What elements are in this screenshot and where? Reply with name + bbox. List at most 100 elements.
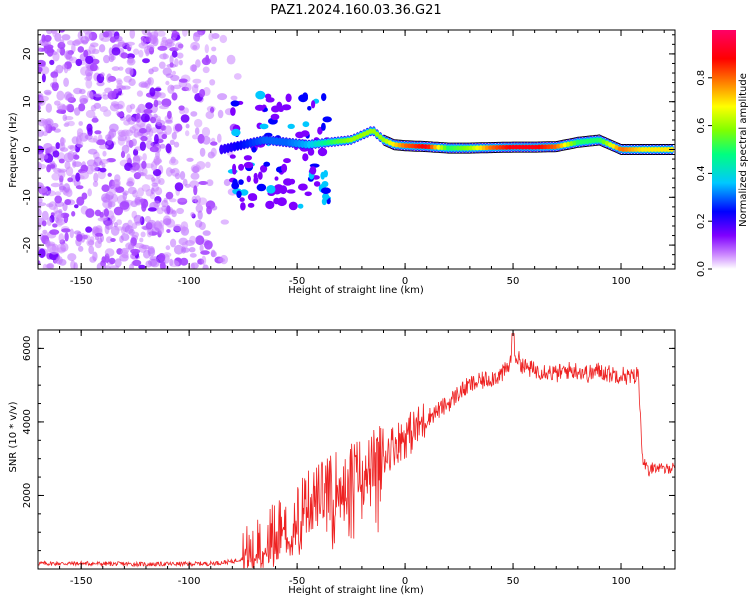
noise-blob bbox=[153, 113, 158, 119]
noise-blob bbox=[108, 53, 115, 63]
ridge-segment bbox=[368, 128, 373, 134]
noise-blob bbox=[56, 214, 64, 223]
noise-blob bbox=[125, 114, 132, 122]
noise-blob bbox=[78, 245, 84, 252]
noise-blob bbox=[300, 130, 310, 137]
noise-blob bbox=[223, 178, 231, 187]
noise-blob bbox=[92, 181, 99, 187]
noise-blob bbox=[109, 186, 117, 196]
noise-blob bbox=[189, 64, 198, 72]
noise-blob bbox=[200, 250, 210, 255]
ridge-segment bbox=[585, 138, 590, 144]
noise-blob bbox=[146, 228, 153, 238]
noise-blob bbox=[127, 186, 137, 195]
noise-blob bbox=[75, 58, 83, 67]
ridge-segment bbox=[242, 142, 247, 147]
noise-blob bbox=[54, 191, 62, 196]
colorbar-tick-label: 0.4 bbox=[696, 165, 707, 181]
ridge-segment bbox=[436, 144, 441, 150]
ridge-segment bbox=[410, 143, 415, 149]
noise-blob bbox=[147, 207, 157, 212]
noise-blob bbox=[320, 171, 326, 180]
ridge-segment bbox=[565, 141, 571, 147]
noise-blob bbox=[104, 87, 113, 94]
ridge-segment bbox=[280, 139, 286, 145]
noise-blob bbox=[173, 244, 184, 255]
noise-blob bbox=[189, 235, 197, 244]
noise-blob bbox=[39, 233, 44, 241]
noise-blob bbox=[185, 123, 190, 129]
noise-blob bbox=[113, 35, 123, 42]
snr-xlabel: Height of straight line (km) bbox=[288, 585, 424, 596]
ridge-segment bbox=[591, 138, 597, 143]
noise-blob bbox=[254, 104, 265, 111]
noise-blob bbox=[180, 221, 189, 232]
y-tick-label: 0 bbox=[22, 146, 33, 152]
noise-blob bbox=[58, 233, 65, 243]
ridge-segment bbox=[650, 147, 655, 152]
y-tick-label: 10 bbox=[22, 95, 33, 108]
noise-blob bbox=[98, 144, 109, 150]
snr-x-ticks: -150 -100 -50 0 50 100 bbox=[37, 330, 665, 587]
noise-blob bbox=[289, 178, 296, 185]
noise-blob bbox=[56, 90, 65, 101]
noise-blob bbox=[210, 251, 217, 258]
ridge-segment bbox=[293, 140, 299, 146]
noise-blob bbox=[67, 40, 74, 46]
spectrogram-noise-blobs bbox=[38, 30, 332, 269]
chart-title: PAZ1.2024.160.03.36.G21 bbox=[270, 3, 441, 18]
noise-blob bbox=[140, 135, 148, 142]
noise-blob bbox=[106, 73, 112, 83]
noise-blob bbox=[46, 30, 53, 35]
noise-blob bbox=[59, 137, 66, 145]
ridge-segment bbox=[627, 147, 632, 152]
noise-blob bbox=[195, 59, 201, 68]
ridge-segment bbox=[543, 144, 548, 150]
ridge-segment bbox=[342, 138, 347, 144]
noise-blob bbox=[41, 210, 49, 221]
noise-blob bbox=[86, 239, 95, 247]
noise-blob bbox=[97, 217, 107, 222]
noise-blob bbox=[138, 49, 144, 58]
noise-blob bbox=[165, 143, 172, 154]
noise-blob bbox=[76, 234, 83, 242]
noise-blob bbox=[63, 183, 71, 193]
ridge-segment bbox=[271, 138, 276, 144]
noise-blob bbox=[94, 240, 102, 249]
noise-blob bbox=[38, 129, 44, 137]
noise-blob bbox=[149, 146, 159, 153]
y-tick-label: 4000 bbox=[22, 409, 33, 434]
y-tick-label: 20 bbox=[22, 48, 33, 61]
noise-blob bbox=[83, 49, 89, 58]
noise-blob bbox=[105, 220, 113, 230]
noise-blob bbox=[92, 135, 98, 143]
ridge-segment bbox=[306, 142, 312, 148]
noise-blob bbox=[204, 240, 213, 250]
noise-blob bbox=[141, 202, 147, 212]
noise-blob bbox=[129, 103, 136, 110]
noise-blob bbox=[59, 30, 65, 33]
noise-blob bbox=[74, 204, 79, 209]
noise-blob bbox=[286, 189, 296, 194]
noise-blob bbox=[84, 134, 93, 140]
noise-blob bbox=[65, 166, 74, 177]
noise-blob bbox=[161, 199, 169, 208]
noise-blob bbox=[74, 107, 81, 116]
ridge-segment bbox=[323, 140, 328, 146]
noise-blob bbox=[126, 153, 131, 164]
noise-blob bbox=[142, 153, 147, 162]
ridge-segment bbox=[637, 147, 642, 152]
noise-blob bbox=[43, 89, 52, 95]
ridge-segment bbox=[653, 147, 658, 152]
noise-blob bbox=[46, 217, 52, 227]
noise-blob bbox=[313, 181, 321, 187]
noise-blob bbox=[56, 220, 63, 227]
y-tick-label: -10 bbox=[22, 189, 33, 205]
ridge-segment bbox=[446, 145, 451, 151]
noise-blob bbox=[176, 52, 184, 59]
ridge-segment bbox=[449, 145, 454, 151]
noise-blob bbox=[298, 94, 308, 103]
noise-blob bbox=[307, 148, 315, 156]
noise-blob bbox=[143, 108, 153, 114]
noise-blob bbox=[135, 171, 144, 177]
